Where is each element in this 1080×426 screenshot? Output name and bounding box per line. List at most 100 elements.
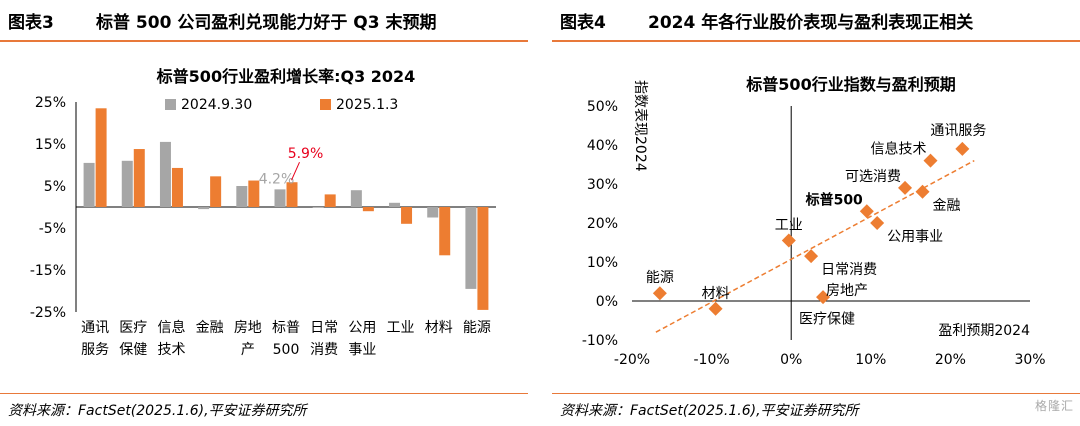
x-tick-label: 材料 — [425, 320, 453, 336]
legend-label-1: 2025.1.3 — [336, 97, 398, 113]
bar-1 — [362, 207, 374, 212]
scatter-point — [923, 153, 938, 168]
data-label: 5.9% — [288, 146, 324, 162]
point-label: 日常消费 — [821, 262, 877, 278]
legend-label-0: 2024.9.30 — [181, 97, 252, 113]
legend-swatch-1 — [320, 99, 331, 110]
x-tick-label: 保健 — [119, 342, 147, 358]
right-source-note: 资料来源：FactSet(2025.1.6),平安证券研究所 — [560, 403, 859, 419]
bar-0 — [389, 202, 401, 207]
left-source-note: 资料来源：FactSet(2025.1.6),平安证券研究所 — [8, 403, 307, 419]
scatter-point — [898, 180, 913, 195]
x-tick-label: 标普 — [272, 320, 300, 336]
bar-0 — [312, 207, 324, 208]
x-tick-label: 能源 — [463, 320, 491, 336]
point-label: 工业 — [775, 218, 803, 234]
point-label: 可选消费 — [845, 169, 901, 185]
scatter-chart-title: 标普500行业指数与盈利预期 — [745, 75, 955, 94]
y-tick-label: -25% — [30, 305, 66, 321]
scatter-point — [781, 233, 796, 248]
left-figure: 图表3 标普 500 公司盈利兑现能力好于 Q3 末预期 标普500行业盈利增长… — [0, 0, 528, 425]
y-tick-label: 40% — [587, 138, 618, 154]
y-axis-label: 指数表现2024 — [632, 80, 648, 172]
left-figure-footer: 资料来源：FactSet(2025.1.6),平安证券研究所 — [0, 393, 528, 426]
left-figure-header: 图表3 标普 500 公司盈利兑现能力好于 Q3 末预期 — [0, 0, 528, 42]
point-label: 金融 — [933, 198, 961, 214]
point-label: 能源 — [646, 270, 674, 286]
bar-1 — [439, 207, 451, 256]
point-label: 标普500 — [805, 191, 863, 208]
bar-0 — [159, 141, 171, 207]
bar-chart-title: 标普500行业盈利增长率:Q3 2024 — [156, 67, 416, 86]
bar-0 — [236, 186, 248, 207]
left-figure-number: 图表3 — [8, 13, 54, 33]
bar-1 — [248, 180, 260, 207]
right-figure-header: 图表4 2024 年各行业股价表现与盈利表现正相关 — [552, 0, 1080, 42]
x-tick-label: 500 — [273, 342, 300, 358]
x-tick-label: 30% — [1014, 352, 1045, 368]
data-label: 4.2% — [259, 171, 295, 187]
scatter-point — [708, 301, 723, 316]
scatter-point — [816, 290, 831, 305]
y-tick-label: 0% — [596, 294, 618, 310]
bar-0 — [427, 207, 439, 218]
scatter-point — [915, 184, 930, 199]
legend-swatch-0 — [165, 99, 176, 110]
y-tick-label: 10% — [587, 255, 618, 271]
y-tick-label: -15% — [30, 263, 66, 279]
right-figure-footer: 资料来源：FactSet(2025.1.6),平安证券研究所 格隆汇 — [552, 393, 1080, 426]
point-label: 通讯服务 — [930, 123, 986, 139]
x-tick-label: -10% — [694, 352, 730, 368]
point-label: 信息技术 — [871, 141, 927, 158]
y-tick-label: -5% — [39, 221, 66, 237]
bar-1 — [171, 167, 183, 207]
x-tick-label: 事业 — [348, 342, 376, 358]
x-tick-label: 消费 — [310, 342, 338, 358]
x-tick-label: 技术 — [157, 342, 185, 358]
x-tick-label: 服务 — [81, 342, 109, 358]
bar-1 — [210, 176, 222, 207]
bar-1 — [401, 207, 413, 224]
bar-1 — [286, 182, 298, 207]
right-figure: 图表4 2024 年各行业股价表现与盈利表现正相关 标普500行业指数与盈利预期… — [552, 0, 1080, 425]
x-tick-label: 信息 — [157, 319, 185, 336]
x-tick-label: 产 — [241, 342, 255, 358]
bar-1 — [324, 194, 336, 207]
bar-0 — [198, 207, 210, 210]
x-tick-label: 房地 — [234, 320, 262, 336]
x-tick-label: 公用 — [348, 320, 376, 336]
point-label: 房地产 — [826, 283, 868, 299]
x-tick-label: 工业 — [387, 320, 415, 336]
scatter-chart: 标普500行业指数与盈利预期 50% 40% 30% 20% 10% 0% -10% -20% -… — [582, 75, 1046, 368]
bar-1 — [133, 149, 145, 207]
scatter-point — [804, 249, 819, 264]
left-figure-title: 标普 500 公司盈利兑现能力好于 Q3 末预期 — [96, 13, 437, 33]
watermark-logo: 格隆汇 — [1034, 399, 1074, 413]
point-label: 公用事业 — [887, 229, 943, 245]
x-tick-label: -20% — [614, 352, 650, 368]
bar-0 — [121, 160, 133, 207]
point-label: 材料 — [702, 286, 730, 302]
y-tick-label: -10% — [582, 333, 618, 349]
y-tick-label: 20% — [587, 216, 618, 232]
trendline — [655, 159, 975, 333]
x-axis-label: 盈利预期2024 — [938, 323, 1030, 339]
x-tick-label: 0% — [780, 352, 802, 368]
scatter-point — [870, 216, 885, 230]
scatter-point — [859, 204, 874, 219]
x-tick-label: 通讯 — [81, 320, 109, 336]
point-label: 医疗保健 — [799, 312, 855, 328]
data-label-leader — [291, 162, 300, 181]
bar-chart: 标普500行业盈利增长率:Q3 2024 2024.9.30 2025.1.3 25%… — [30, 67, 496, 358]
bar-0 — [83, 162, 95, 207]
right-figure-number: 图表4 — [560, 13, 606, 33]
x-tick-label: 10% — [855, 352, 886, 368]
bar-0 — [274, 189, 286, 207]
x-tick-label: 医疗 — [119, 320, 147, 336]
bar-0 — [465, 207, 477, 289]
bar-1 — [477, 207, 489, 310]
scatter-point — [652, 286, 667, 301]
bar-1 — [95, 108, 107, 207]
y-tick-label: 15% — [35, 137, 66, 153]
y-tick-label: 25% — [35, 95, 66, 111]
